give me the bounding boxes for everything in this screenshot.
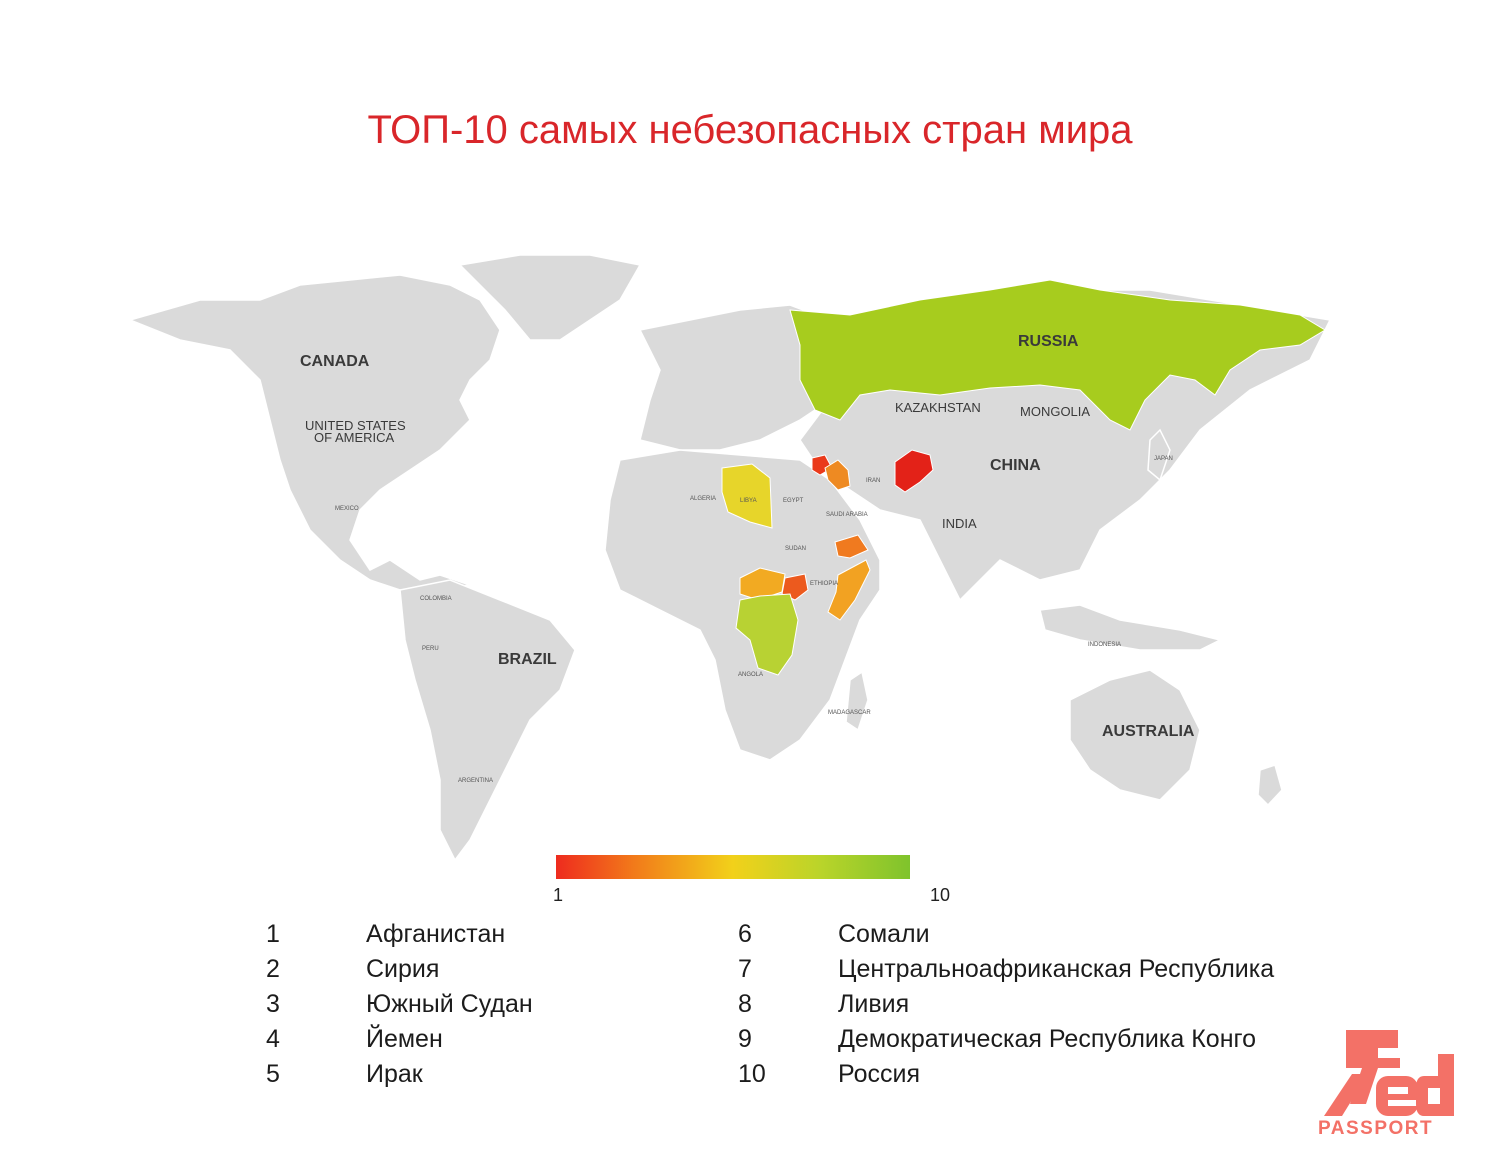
world-map: CANADA UNITED STATES OF AMERICA BRAZIL R… <box>127 254 1332 862</box>
label-saudi: SAUDI ARABIA <box>826 512 868 518</box>
car-region <box>739 567 786 601</box>
rank-number: 4 <box>266 1025 280 1053</box>
label-usa-1: UNITED STATES <box>305 418 406 433</box>
rank-country: Центральноафриканская Республика <box>838 955 1275 983</box>
label-egypt: EGYPT <box>783 498 804 504</box>
iraq-region <box>824 459 851 491</box>
label-angola: ANGOLA <box>738 672 763 678</box>
russia-region <box>789 279 1326 431</box>
libya-region <box>721 463 773 529</box>
label-kazakhstan: KAZAKHSTAN <box>895 400 981 415</box>
label-algeria: ALGERIA <box>690 496 716 502</box>
scale-min-label: 1 <box>553 885 564 905</box>
south-america-landmass <box>399 579 576 862</box>
rank-number: 5 <box>266 1060 280 1088</box>
label-japan: JAPAN <box>1154 456 1173 462</box>
logo-r-leg <box>1324 1074 1368 1116</box>
label-brazil: BRAZIL <box>498 651 557 668</box>
rank-number: 7 <box>738 955 752 983</box>
label-libya: LIBYA <box>740 498 757 504</box>
afghanistan-region <box>894 449 934 493</box>
greenland-landmass <box>458 254 642 341</box>
drc-region <box>735 593 799 676</box>
logo-d-hole <box>1428 1088 1440 1104</box>
rank-number: 8 <box>738 990 752 1018</box>
label-mexico: MEXICO <box>335 506 359 512</box>
label-russia: RUSSIA <box>1018 333 1079 350</box>
logo-e-cut <box>1388 1087 1408 1094</box>
rank-number: 2 <box>266 955 280 983</box>
madagascar-landmass <box>845 670 869 732</box>
red-passport-logo <box>1324 1030 1454 1116</box>
label-mongolia: MONGOLIA <box>1020 404 1090 419</box>
rank-country: Россия <box>838 1060 920 1088</box>
rank-number: 9 <box>738 1025 752 1053</box>
logo-e-shape <box>1376 1076 1418 1116</box>
page-title: ТОП-10 самых небезопасных стран мира <box>367 108 1133 152</box>
somalia-region <box>827 559 871 621</box>
rank-country: Сирия <box>366 955 440 983</box>
rank-number: 10 <box>738 1060 766 1088</box>
rank-country: Сомали <box>838 920 930 948</box>
label-madagascar: MADAGASCAR <box>828 710 871 716</box>
label-argentina: ARGENTINA <box>458 778 493 784</box>
label-canada: CANADA <box>300 353 370 370</box>
label-australia: AUSTRALIA <box>1102 723 1195 740</box>
yemen-region <box>834 534 869 559</box>
europe-landmass <box>638 304 831 451</box>
north-america-landmass <box>127 274 501 591</box>
logo-passport-text: PASSPORT <box>1318 1118 1434 1139</box>
label-colombia: COLOMBIA <box>420 596 452 602</box>
label-sudan: SUDAN <box>785 546 806 552</box>
rank-number: 1 <box>266 920 280 948</box>
rank-country: Ирак <box>366 1060 423 1088</box>
label-india: INDIA <box>942 516 977 531</box>
new-zealand-landmass <box>1257 764 1283 807</box>
label-china: CHINA <box>990 457 1041 474</box>
scale-max-label: 10 <box>930 885 951 905</box>
color-scale-bar <box>556 855 910 879</box>
rank-country: Демократическая Республика Конго <box>838 1025 1256 1053</box>
rank-number: 3 <box>266 990 280 1018</box>
label-indonesia: INDONESIA <box>1088 642 1121 648</box>
logo-d-shape <box>1416 1054 1454 1116</box>
label-usa-2: OF AMERICA <box>314 430 395 445</box>
rank-country: Ливия <box>838 990 910 1018</box>
label-peru: PERU <box>422 646 439 652</box>
rank-country: Южный Судан <box>366 990 533 1018</box>
rank-country: Афганистан <box>366 920 506 948</box>
indonesia-landmass <box>1039 604 1223 651</box>
rank-number: 6 <box>738 920 752 948</box>
japan-landmass <box>1147 428 1171 482</box>
logo-e-cut-lower <box>1388 1100 1418 1106</box>
australia-landmass <box>1069 669 1201 801</box>
label-ethiopia: ETHIOPIA <box>810 581 838 587</box>
label-iran: IRAN <box>866 478 880 484</box>
rank-country: Йемен <box>366 1025 443 1053</box>
